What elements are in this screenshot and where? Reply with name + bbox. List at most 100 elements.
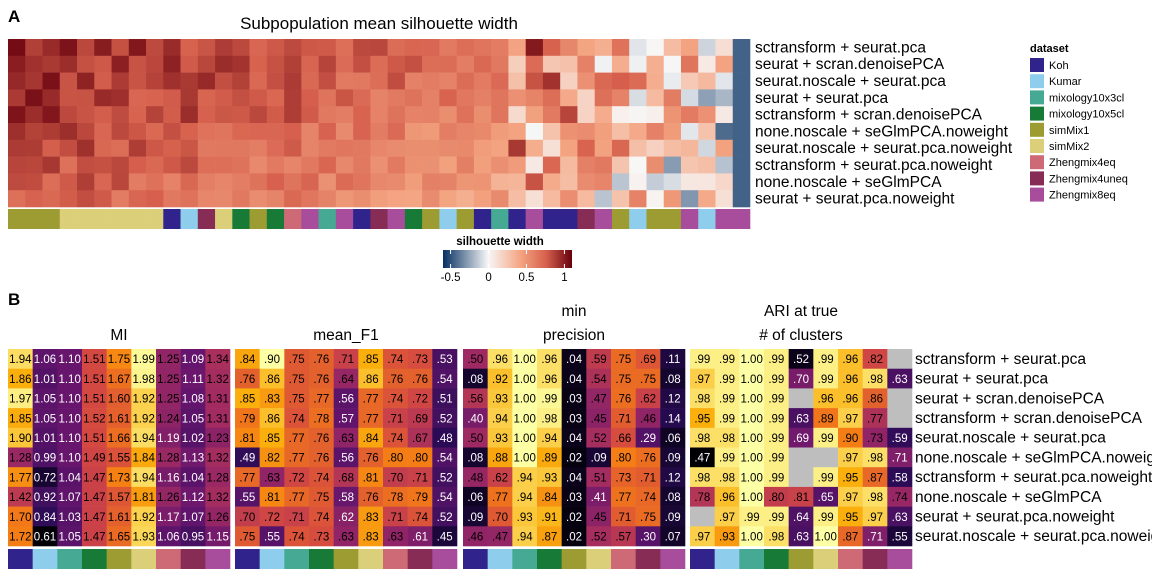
metric-cell xyxy=(57,526,83,547)
metric-cell-label: .95 xyxy=(842,512,858,524)
silhouette-cell xyxy=(542,72,561,90)
silhouette-cell xyxy=(59,139,78,157)
metric-cell-label: .71 xyxy=(615,413,631,425)
metric-cell-label: .54 xyxy=(437,492,454,504)
silhouette-cell xyxy=(111,139,130,157)
metric-cell xyxy=(82,427,107,448)
metric-cell xyxy=(862,368,888,389)
metric-cell-label: .06 xyxy=(665,433,681,445)
metric-dataset-strip-cell xyxy=(432,549,458,569)
silhouette-cell xyxy=(318,55,337,73)
dataset-strip-cell xyxy=(8,209,26,229)
metric-cell-label: 1.06 xyxy=(34,354,56,366)
metric-cell-label: .77 xyxy=(615,492,631,504)
silhouette-cell xyxy=(180,156,199,174)
silhouette-cell xyxy=(663,156,682,174)
metric-cell-label: .03 xyxy=(566,394,582,406)
metric-cell-label: 1.92 xyxy=(132,512,154,524)
metric-cell xyxy=(8,486,33,507)
metric-cell-label: 1.11 xyxy=(182,374,204,386)
silhouette-cell xyxy=(8,173,26,191)
silhouette-cell xyxy=(146,190,164,208)
silhouette-cell xyxy=(197,106,216,124)
metric-cell-label: .92 xyxy=(492,374,508,386)
silhouette-cell xyxy=(594,156,613,174)
metric-cell-label: .76 xyxy=(615,394,631,406)
silhouette-cell xyxy=(146,89,164,107)
metric-cell-label: .88 xyxy=(492,453,508,465)
metric-cell-label: .99 xyxy=(768,472,784,484)
dataset-strip-cell xyxy=(508,209,526,229)
metric-cell xyxy=(156,368,181,389)
metric-cell-label: .75 xyxy=(640,374,656,386)
metric-cell-label: .99 xyxy=(541,394,557,406)
metric-cell xyxy=(235,447,260,468)
silhouette-cell xyxy=(266,89,285,107)
metric-cell-label: .93 xyxy=(517,512,533,524)
metric-cell xyxy=(887,526,913,547)
silhouette-cell xyxy=(284,190,302,208)
silhouette-cell xyxy=(180,123,199,141)
silhouette-cell xyxy=(146,106,164,124)
silhouette-cell xyxy=(680,156,699,174)
silhouette-cell xyxy=(370,55,388,73)
silhouette-cell xyxy=(266,156,285,174)
metric-cell xyxy=(57,467,83,488)
silhouette-cell xyxy=(732,173,751,191)
silhouette-cell xyxy=(715,106,734,124)
silhouette-cell xyxy=(215,156,233,174)
metric-cell xyxy=(259,388,285,409)
silhouette-cell xyxy=(146,123,164,141)
metric-cell xyxy=(487,486,513,507)
metric-cell xyxy=(284,467,310,488)
metric-cell-label: 1.85 xyxy=(9,413,31,425)
metric-cell-label: .87 xyxy=(842,531,858,543)
metric-cell-label: .45 xyxy=(591,512,607,524)
silhouette-cell xyxy=(456,173,475,191)
metric-cell xyxy=(887,467,913,488)
metric-cell xyxy=(383,486,408,507)
metric-cell-label: .99 xyxy=(768,394,784,406)
silhouette-cell xyxy=(180,173,199,191)
metric-cell xyxy=(180,506,206,527)
metric-cell-label: .75 xyxy=(289,354,305,366)
metric-title: ARI at true xyxy=(764,303,838,320)
dataset-legend-label: Koh xyxy=(1049,60,1069,72)
silhouette-cell xyxy=(560,72,578,90)
metric-cell xyxy=(432,526,458,547)
silhouette-cell xyxy=(594,89,613,107)
metric-cell-label: .47 xyxy=(694,453,710,465)
metric-cell xyxy=(690,349,715,369)
metric-cell-label: .46 xyxy=(640,413,656,425)
metric-cell xyxy=(862,486,888,507)
metric-cell xyxy=(862,506,888,527)
metric-dataset-strip-cell xyxy=(739,549,765,569)
metric-cell xyxy=(284,408,310,429)
silhouette-cell xyxy=(197,123,216,141)
metric-cell-label: 1.24 xyxy=(157,413,180,425)
metric-cell xyxy=(611,486,636,507)
silhouette-row-label: none.noscale + seGlmPCA.noweight xyxy=(755,123,1009,140)
metric-cell-label: .94 xyxy=(517,531,534,543)
silhouette-cell xyxy=(629,72,647,90)
metric-cell-missing xyxy=(690,506,715,527)
silhouette-cell xyxy=(59,123,78,141)
panel-b-label: B xyxy=(8,290,20,309)
silhouette-cell xyxy=(8,55,26,73)
metric-cell xyxy=(432,388,458,409)
metric-cell xyxy=(156,486,181,507)
metric-cell-label: .89 xyxy=(541,453,557,465)
metric-cell xyxy=(432,368,458,389)
silhouette-cell xyxy=(163,156,181,174)
metric-cell xyxy=(635,447,661,468)
metric-cell-label: 1.00 xyxy=(740,374,762,386)
metric-dataset-strip-cell xyxy=(611,549,636,569)
silhouette-cell xyxy=(508,123,526,141)
metric-cell-label: 1.04 xyxy=(58,472,81,484)
metric-cell xyxy=(463,427,488,448)
metric-cell xyxy=(463,447,488,468)
metric-cell xyxy=(611,368,636,389)
silhouette-cell xyxy=(560,156,578,174)
silhouette-cell xyxy=(284,106,302,124)
dataset-strip-cell xyxy=(370,209,388,229)
